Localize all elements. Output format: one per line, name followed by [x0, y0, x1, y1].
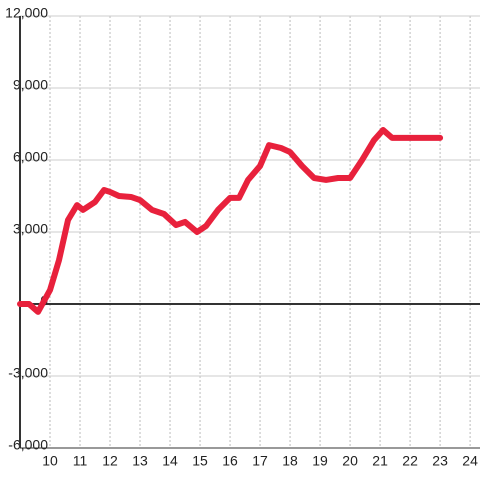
- x-tick-label: 12: [102, 453, 118, 469]
- y-tick-label: -3,000: [8, 365, 48, 381]
- x-tick-label: 15: [192, 453, 208, 469]
- x-tick-label: 23: [432, 453, 448, 469]
- y-tick-label: 3,000: [13, 221, 48, 237]
- x-tick-label: 10: [42, 453, 58, 469]
- x-tick-label: 22: [402, 453, 418, 469]
- x-tick-label: 21: [372, 453, 388, 469]
- y-tick-label: -6,000: [8, 437, 48, 453]
- x-tick-label: 11: [73, 453, 88, 469]
- y-tick-label: 6,000: [13, 149, 48, 165]
- y-tick-label: 12,000: [5, 5, 48, 21]
- x-tick-label: 19: [312, 453, 328, 469]
- x-tick-label: 24: [462, 453, 478, 469]
- x-tick-label: 13: [132, 453, 148, 469]
- data-line: [17, 127, 444, 315]
- x-tick-label: 16: [222, 453, 238, 469]
- x-tick-label: 17: [252, 453, 268, 469]
- x-tick-label: 14: [162, 453, 178, 469]
- x-tick-label: 18: [282, 453, 298, 469]
- y-tick-label: 9,000: [13, 77, 48, 93]
- x-tick-label: 20: [342, 453, 358, 469]
